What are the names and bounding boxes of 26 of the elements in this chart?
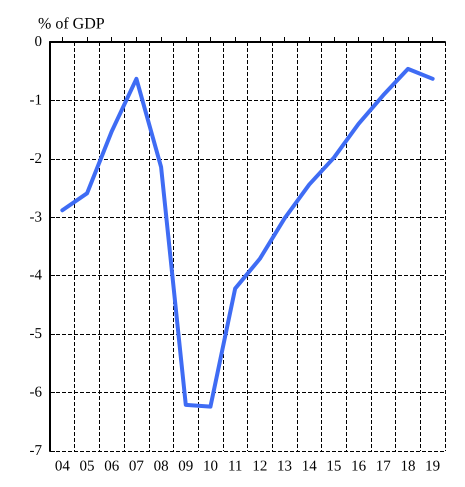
y-axis-title: % of GDP — [38, 16, 105, 32]
x-tick-label: 07 — [128, 458, 144, 474]
x-tick-label: 09 — [178, 458, 194, 474]
x-tick-label: 19 — [425, 458, 440, 474]
y-tick-label: -1 — [30, 92, 42, 108]
x-tick-label: 15 — [326, 458, 342, 474]
y-tick-label: -6 — [30, 384, 42, 401]
x-tick-label: 06 — [104, 458, 120, 474]
line-series — [60, 66, 435, 409]
x-tick-label: 17 — [376, 458, 392, 474]
y-tick-label: -3 — [30, 209, 42, 226]
x-tick-label: 18 — [400, 458, 416, 474]
x-tick-label: 12 — [252, 458, 268, 474]
x-tick-label: 04 — [54, 458, 70, 474]
y-tick-label: -4 — [30, 268, 42, 284]
y-tick-label: -5 — [30, 326, 42, 342]
x-tick-label: 13 — [277, 458, 292, 474]
x-tick-label: 11 — [228, 458, 242, 474]
y-tick-label: 0 — [34, 34, 42, 50]
y-tick-label: -7 — [30, 443, 42, 459]
x-tick-label: 05 — [80, 458, 95, 474]
x-tick-label: 16 — [351, 458, 367, 474]
x-tick-label: 10 — [202, 458, 218, 474]
y-tick-label: -2 — [30, 150, 42, 167]
x-tick-label: 08 — [154, 458, 169, 474]
x-tick-label: 14 — [302, 458, 318, 474]
